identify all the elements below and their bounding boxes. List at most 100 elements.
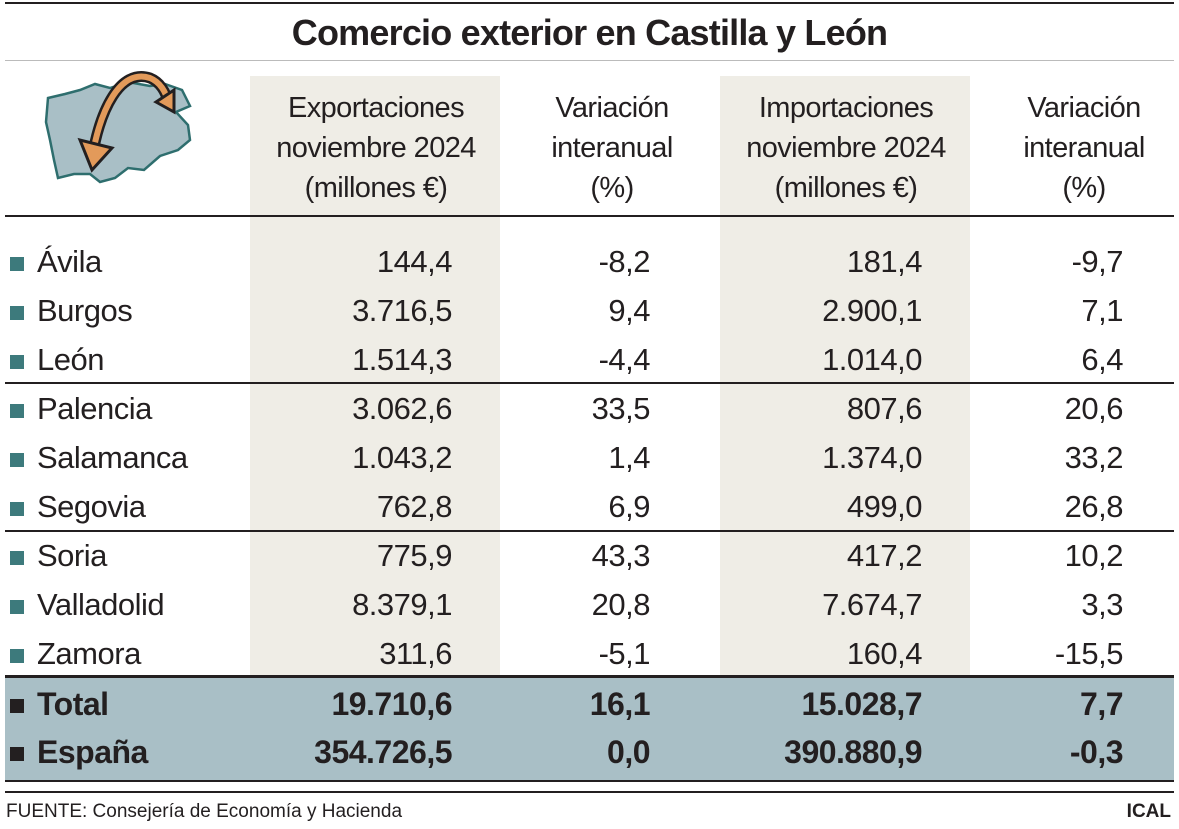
cell-value: 1,4 [608,440,650,475]
column-header-line: Importaciones [758,92,934,124]
row-label: Ávila [37,244,102,279]
column-header: Exportaciones noviembre 2024 (millones €) [246,88,506,208]
cell-value: 807,6 [846,391,923,426]
table-row: Salamanca 1.043,2 1,4 1.374,0 33,2 [0,434,1179,483]
cell-value: 160,4 [846,636,923,671]
column-header: Importaciones noviembre 2024 (millones €) [716,88,976,208]
table-row: Burgos 3.716,5 9,4 2.900,1 7,1 [0,287,1179,336]
castilla-leon-map-with-arrow-icon [44,71,192,184]
cell-value: 19.710,6 [331,686,452,722]
bullet-square-icon [10,306,24,320]
cell-value: 1.043,2 [352,440,452,475]
group-divider [5,530,1174,532]
row-label: Segovia [37,489,146,524]
cell-value: 6,4 [1081,342,1123,377]
table-row: Segovia 762,8 6,9 499,0 26,8 [0,483,1179,532]
column-header-line: Variación [555,92,669,124]
header-rule [5,215,1174,217]
cell-value: 0,0 [607,734,650,770]
row-label: Total [37,686,109,722]
cell-value: -15,5 [1054,636,1124,671]
cell-value: 8.379,1 [352,587,452,622]
cell-value: -4,4 [598,342,651,377]
totals-band [5,677,1174,780]
group-divider [5,382,1174,384]
cell-value: -5,1 [598,636,651,671]
cell-value: 311,6 [379,636,452,671]
bullet-square-icon [10,257,24,271]
table-row: Soria 775,9 43,3 417,2 10,2 [0,532,1179,581]
bullet-square-icon [10,453,24,467]
column-header-line: noviembre 2024 [276,132,476,164]
cell-value: 3,3 [1081,587,1123,622]
title-rule [5,60,1174,61]
cell-value: 7,7 [1080,686,1123,722]
column-header-line: Variación [1027,92,1141,124]
column-header-line: (%) [1062,172,1106,204]
cell-value: 26,8 [1064,489,1124,524]
cell-value: 144,4 [376,244,453,279]
exports-column-shade [250,76,500,676]
table-row: Zamora 311,6 -5,1 160,4 -15,5 [0,630,1179,679]
total-row: Total 19.710,6 16,1 15.028,7 7,7 [0,680,1179,729]
bullet-square-icon [10,747,24,761]
column-header: Variación interanual (%) [954,88,1179,208]
row-label: Palencia [37,391,152,426]
cell-value: 499,0 [846,489,923,524]
bullet-square-icon [10,502,24,516]
top-rule [5,2,1174,4]
cell-value: 3.716,5 [352,293,452,328]
column-header-line: noviembre 2024 [746,132,946,164]
column-header-line: Exportaciones [288,92,465,124]
table-row: León 1.514,3 -4,4 1.014,0 6,4 [0,336,1179,385]
row-label: Salamanca [37,440,188,475]
cell-value: 16,1 [589,686,651,722]
row-label: Burgos [37,293,133,328]
column-header-line: (millones €) [304,172,448,204]
cell-value: 9,4 [608,293,650,328]
bullet-square-icon [10,600,24,614]
cell-value: 390.880,9 [784,734,922,770]
row-label: León [37,342,104,377]
column-header-line: (%) [590,172,634,204]
cell-value: 7.674,7 [822,587,922,622]
cell-value: 354.726,5 [314,734,452,770]
table-row: Palencia 3.062,6 33,5 807,6 20,6 [0,385,1179,434]
row-label: Valladolid [37,587,165,622]
cell-value: 2.900,1 [822,293,922,328]
imports-column-shade [720,76,970,676]
cell-value: 1.374,0 [822,440,922,475]
row-label: Soria [37,538,107,573]
column-header-line: (millones €) [774,172,918,204]
cell-value: -8,2 [598,244,651,279]
column-header: Variación interanual (%) [482,88,742,208]
cell-value: 1.014,0 [822,342,922,377]
bullet-square-icon [10,551,24,565]
totals-top-rule [5,675,1174,678]
totals-bottom-rule [5,780,1174,782]
bullet-square-icon [10,649,24,663]
cell-value: 775,9 [376,538,453,573]
cell-value: 20,6 [1064,391,1124,426]
bullet-square-icon [10,699,24,713]
table-row: Valladolid 8.379,1 20,8 7.674,7 3,3 [0,581,1179,630]
cell-value: 33,5 [591,391,651,426]
cell-value: 43,3 [591,538,651,573]
page-title: Comercio exterior en Castilla y León [291,12,888,53]
source-note: FUENTE: Consejería de Economía y Haciend… [6,801,403,822]
cell-value: -9,7 [1071,244,1124,279]
cell-value: 417,2 [846,538,923,573]
cell-value: 762,8 [376,489,453,524]
footer-rule [5,791,1174,793]
cell-value: 7,1 [1081,293,1123,328]
cell-value: 1.514,3 [352,342,452,377]
cell-value: -0,3 [1069,734,1124,770]
bullet-square-icon [10,404,24,418]
row-label: Zamora [37,636,141,671]
cell-value: 10,2 [1064,538,1124,573]
cell-value: 20,8 [591,587,651,622]
cell-value: 6,9 [608,489,650,524]
total-row: España 354.726,5 0,0 390.880,9 -0,3 [0,728,1179,777]
cell-value: 3.062,6 [352,391,452,426]
bullet-square-icon [10,355,24,369]
